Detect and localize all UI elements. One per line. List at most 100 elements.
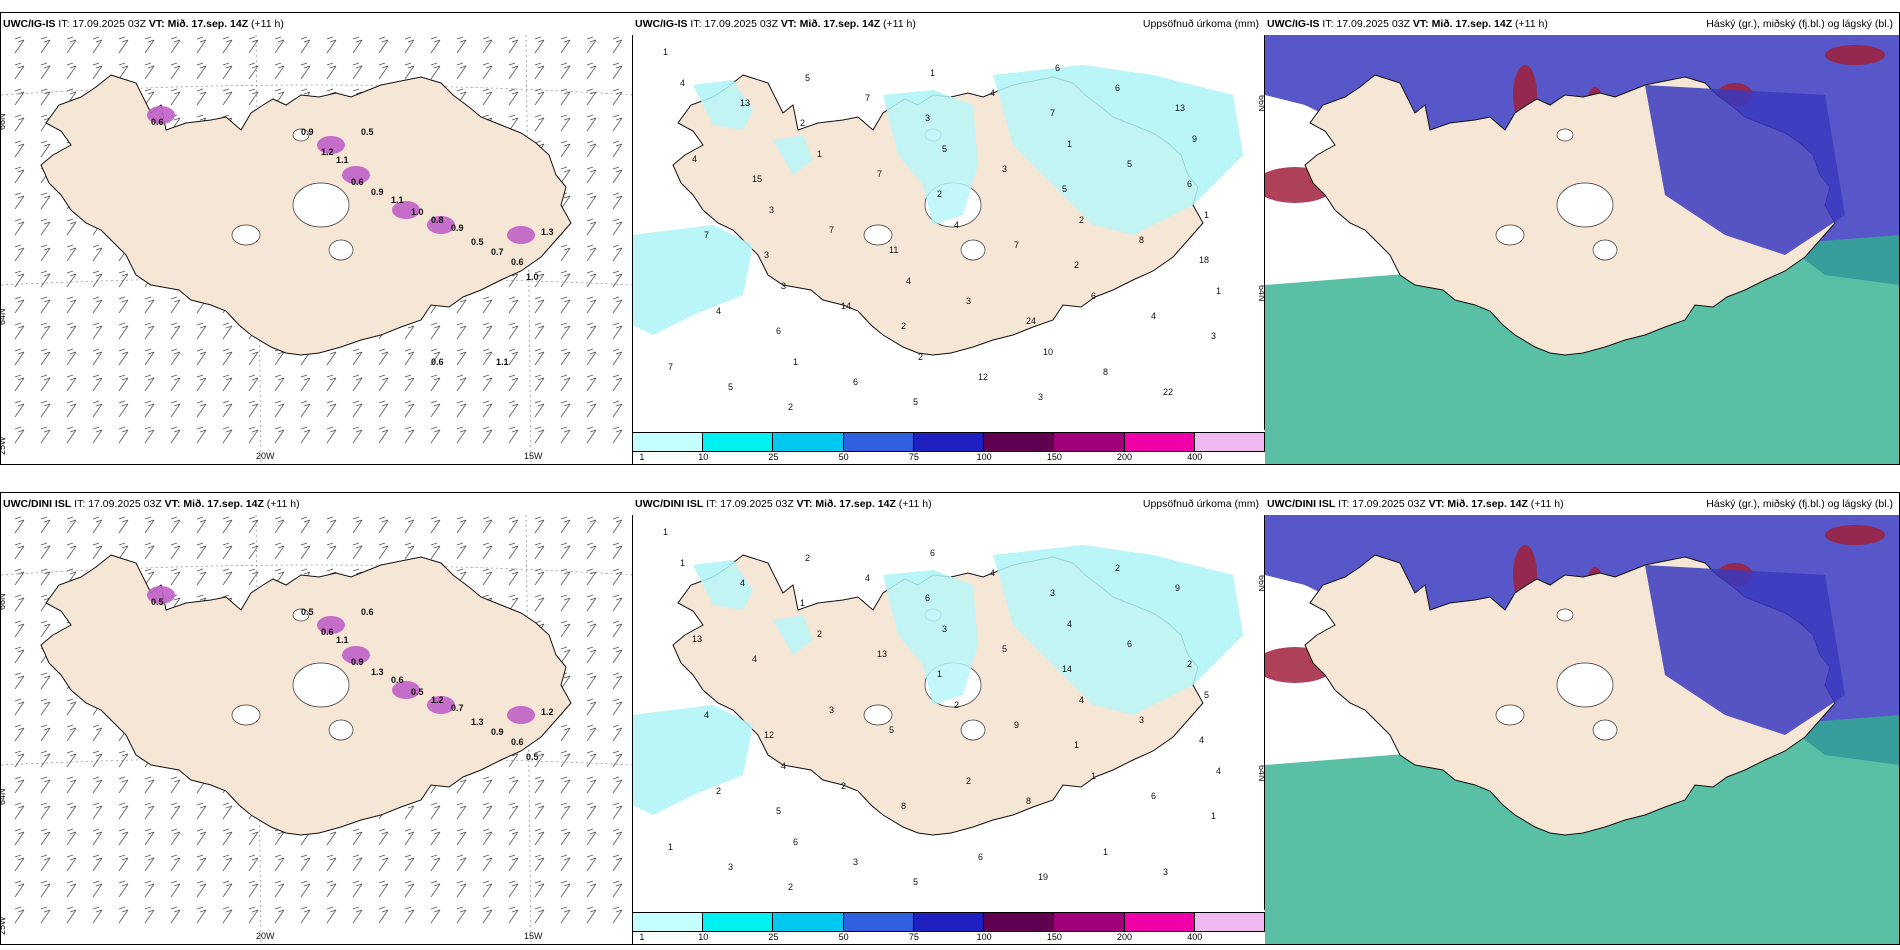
colorbar-swatch [1194,433,1265,451]
precip-area [993,545,1243,715]
precip-value-label: 2 [901,321,906,331]
precip-value-label: 5 [805,73,810,83]
glacier [863,224,893,246]
panel-precip-dini: UWC/DINI ISL IT: 17.09.2025 03Z VT: Mið.… [632,492,1266,945]
precip-value-label: 7 [829,225,834,235]
colorbar-tick-label: 75 [908,932,919,942]
snow-value-label: 0.5 [411,687,424,697]
snow-area [427,216,455,234]
precip-value-label: 3 [1163,867,1168,877]
lat-label: 66N [1,113,7,130]
precip-value-label: 11 [889,245,898,255]
model-name: UWC/IG-IS [3,18,56,30]
precip-value-label: 5 [728,382,733,392]
mid-cloud-over-land [1645,85,1845,255]
snow-area [342,166,370,184]
precip-value-label: 6 [930,548,935,558]
vt-value: Mið. 17.sep. 14Z [1447,498,1528,510]
panel-wind-dini: UWC/DINI ISL IT: 17.09.2025 03Z VT: Mið.… [0,492,634,945]
snow-value-label: 0.9 [451,223,464,233]
precip-value-label: 1 [1074,740,1079,750]
glacier [292,662,350,708]
colorbar-swatch [1124,433,1195,451]
panel-header: UWC/DINI ISL IT: 17.09.2025 03Z VT: Mið.… [633,493,1265,515]
precip-map: 1 2 2 2 3 2 3 5 18 6 5 7 6 3 2 3 13 15 11 24 22 13 7 7 4 5 7 3 8 4 6 4 5… [633,35,1265,430]
precip-value-label: 2 [805,553,810,563]
precip-value-label: 7 [1014,240,1019,250]
precip-area [633,705,753,815]
precip-value-label: 3 [853,857,858,867]
precip-value-label: 1 [663,527,668,537]
snow-value-label: 0.6 [511,257,524,267]
colorbar-swatch [703,433,774,451]
glacier [231,704,261,726]
snow-area [147,586,175,604]
lead-time: (+11 h) [883,18,916,30]
snow-value-label: 0.5 [361,127,374,137]
snow-value-label: 1.2 [541,707,554,717]
precip-value-label: 2 [1079,215,1084,225]
colorbar-swatch [913,913,985,931]
snow-value-label: 0.6 [151,117,164,127]
colorbar-swatch [984,433,1055,451]
precip-value-label: 13 [877,649,887,659]
precip-value-label: 4 [1067,619,1072,629]
it-label: IT: [74,498,86,510]
precip-value-label: 12 [764,730,774,740]
precip-value-label: 4 [1151,311,1156,321]
precip-value-label: 6 [1055,63,1060,73]
precip-value-label: 12 [978,372,988,382]
precip-value-label: 2 [937,189,942,199]
snow-value-label: 0.7 [451,703,464,713]
glacier [231,224,261,246]
precip-value-label: 6 [1151,791,1156,801]
snow-value-label: 0.6 [361,607,374,617]
precip-value-label: 5 [1002,644,1007,654]
precip-value-label: 2 [841,781,846,791]
precip-value-label: 3 [1139,715,1144,725]
precip-value-label: 6 [925,593,930,603]
precip-value-label: 22 [1163,387,1173,397]
precip-value-label: 1 [930,68,935,78]
precip-value-label: 5 [1062,184,1067,194]
precip-value-label: 1 [663,47,668,57]
colorbar-swatch [633,433,704,451]
it-label: IT: [706,498,718,510]
high-cloud [1825,525,1885,545]
precip-value-label: 2 [1115,563,1120,573]
precip-value-label: 4 [954,220,959,230]
it-label: IT: [690,18,702,30]
snow-value-label: 0.8 [431,215,444,225]
precip-value-label: 5 [889,725,894,735]
colorbar-tick-label: 200 [1117,932,1133,942]
precip-value-label: 3 [781,281,786,291]
panel-title: Háský (gr.), miðský (fj.bl.) og lágský (… [1706,18,1893,30]
precip-value-label: 4 [704,710,709,720]
precip-value-label: 6 [978,852,983,862]
precip-value-label: 1 [1103,847,1108,857]
snow-value-label: 0.6 [511,737,524,747]
glacier [1556,182,1614,228]
glacier [1556,608,1574,622]
glacier [292,182,350,228]
snow-value-label: 1.2 [321,147,334,157]
colorbar-tick-label: 150 [1046,452,1062,462]
precip-value-label: 4 [740,578,745,588]
lat-label: 64N [1,308,7,325]
precip-value-label: 6 [1187,179,1192,189]
panel-header: UWC/IG-IS IT: 17.09.2025 03Z VT: Mið. 17… [1265,13,1899,35]
vt-label: VT: [796,498,813,510]
colorbar-tick-label: 25 [768,932,779,942]
vt-label: VT: [148,18,165,30]
glacier [960,719,986,741]
lead-time: (+11 h) [1530,498,1564,510]
cloud-map [1265,515,1899,944]
precip-value-label: 15 [752,174,762,184]
precip-value-label: 4 [1216,766,1221,776]
lat-label: 66N [1257,95,1265,112]
snow-area [392,201,420,219]
precip-value-label: 4 [1079,695,1084,705]
precip-value-label: 6 [776,326,781,336]
it-label: IT: [1322,18,1334,30]
lead-time: (+11 h) [266,498,300,510]
